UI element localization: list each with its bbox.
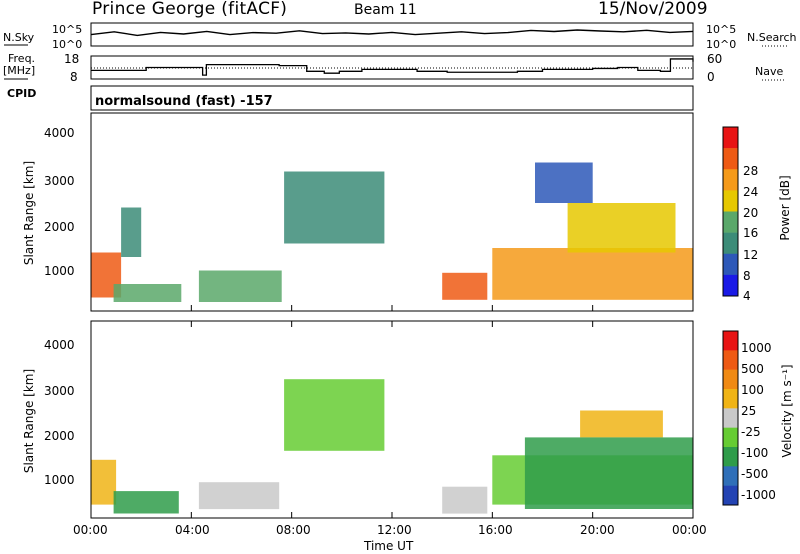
freq-label: Freq. xyxy=(8,52,36,65)
power-colorbar-cell-7 xyxy=(723,274,738,297)
velocity-colorbar-cell-7 xyxy=(723,466,738,486)
date-label: 15/Nov/2009 xyxy=(598,0,708,19)
power-cb-tick-4: 4 xyxy=(743,289,751,303)
power-colorbar-cell-0 xyxy=(723,127,738,149)
power-cb-tick-28: 28 xyxy=(743,164,759,178)
velocity-ytick-4000: 4000 xyxy=(44,338,75,352)
noise-right-tick-bottom: 10^0 xyxy=(706,38,737,51)
nsky-trace xyxy=(90,29,694,37)
vel-cb-tick-minus25: -25 xyxy=(741,425,761,439)
velocity-ytick-3000: 3000 xyxy=(44,384,75,398)
xaxis-label: Time UT xyxy=(364,539,414,553)
cpid-text: normalsound (fast) -157 xyxy=(95,94,273,109)
freq-right-tick-top: 60 xyxy=(707,52,723,66)
beam-label: Beam 11 xyxy=(354,2,417,18)
velocity-colorbar-cell-2 xyxy=(723,369,738,390)
power-ytick-4000: 4000 xyxy=(44,126,75,140)
vel-cb-tick-minus500: -500 xyxy=(741,467,769,481)
power-colorbar-cell-4 xyxy=(723,211,738,233)
power-cb-tick-12: 12 xyxy=(743,248,759,262)
power-colorbar-frame xyxy=(722,126,739,297)
power-ytick-1000: 1000 xyxy=(44,264,75,278)
velocity-colorbar-cell-3 xyxy=(723,389,738,409)
power-region-7 xyxy=(567,203,676,253)
freq-trace xyxy=(91,58,694,76)
velocity-region-0 xyxy=(91,459,117,505)
vel-cb-tick-100: 100 xyxy=(741,383,764,397)
power-colorbar-cell-1 xyxy=(723,148,738,170)
vel-cb-tick-25: 25 xyxy=(741,404,757,418)
power-colorbar-cell-5 xyxy=(723,232,738,255)
noise-right-tick-top: 10^5 xyxy=(706,23,737,36)
velocity-region-2 xyxy=(198,482,280,510)
xtick-0800: 08:00 xyxy=(276,523,311,537)
velocity-region-6 xyxy=(580,410,663,438)
freq-unit-label: [MHz] xyxy=(3,64,36,77)
power-region-8 xyxy=(535,162,593,203)
nave-label: Nave xyxy=(755,65,784,78)
velocity-colorbar-cell-0 xyxy=(723,331,738,351)
velocity-region-3 xyxy=(284,379,385,451)
power-region-4 xyxy=(284,171,385,244)
xtick-0000: 00:00 xyxy=(73,523,108,537)
noise-left-tick-top: 10^5 xyxy=(52,23,83,36)
xtick-1200: 12:00 xyxy=(377,523,412,537)
station-title: Prince George (fitACF) xyxy=(92,0,288,19)
velocity-colorbar-cell-1 xyxy=(723,350,738,370)
power-colorbar-cell-3 xyxy=(723,190,738,212)
xtick-1600: 16:00 xyxy=(478,523,513,537)
velocity-colorbar-cell-5 xyxy=(723,427,738,448)
vel-cb-tick-minus1000: -1000 xyxy=(741,488,776,502)
freq-left-tick-top: 18 xyxy=(64,52,80,66)
cpid-label: CPID xyxy=(7,87,37,100)
freq-left-tick-bottom: 8 xyxy=(70,70,78,84)
velocity-ytick-1000: 1000 xyxy=(44,473,75,487)
velocity-ytick-2000: 2000 xyxy=(44,429,75,443)
vel-cb-tick-1000: 1000 xyxy=(741,341,772,355)
velocity-region-4 xyxy=(442,486,488,514)
power-colorbar-cell-2 xyxy=(723,169,738,191)
power-region-2 xyxy=(121,207,142,257)
xtick-2400: 00:00 xyxy=(672,523,707,537)
velocity-colorbar-cell-6 xyxy=(723,447,738,467)
velocity-colorbar-cell-8 xyxy=(723,485,738,506)
nsearch-label: N.Search xyxy=(747,31,797,44)
power-cb-tick-24: 24 xyxy=(743,185,759,199)
freq-right-tick-bottom: 0 xyxy=(707,70,715,84)
power-region-1 xyxy=(113,284,182,302)
power-cb-tick-20: 20 xyxy=(743,206,759,220)
velocity-colorbar-frame xyxy=(722,330,739,506)
velocity-colorbar-cell-4 xyxy=(723,408,738,428)
velocity-region-7 xyxy=(524,437,693,509)
vel-cb-tick-minus100: -100 xyxy=(741,446,769,460)
power-region-3 xyxy=(198,270,282,302)
power-ytick-2000: 2000 xyxy=(44,220,75,234)
xtick-0400: 04:00 xyxy=(175,523,210,537)
cpid-panel-frame xyxy=(90,85,694,111)
power-region-5 xyxy=(442,272,488,300)
velocity-region-1 xyxy=(113,491,179,514)
noise-left-tick-bottom: 10^0 xyxy=(52,38,83,51)
power-cb-tick-16: 16 xyxy=(743,226,759,240)
power-region-6 xyxy=(492,248,693,300)
xtick-2000: 20:00 xyxy=(580,523,615,537)
power-colorbar-cell-6 xyxy=(723,253,738,276)
nsky-label: N.Sky xyxy=(3,31,35,44)
vel-cb-tick-500: 500 xyxy=(741,362,764,376)
power-cb-tick-8: 8 xyxy=(743,269,751,283)
power-ytick-3000: 3000 xyxy=(44,174,75,188)
